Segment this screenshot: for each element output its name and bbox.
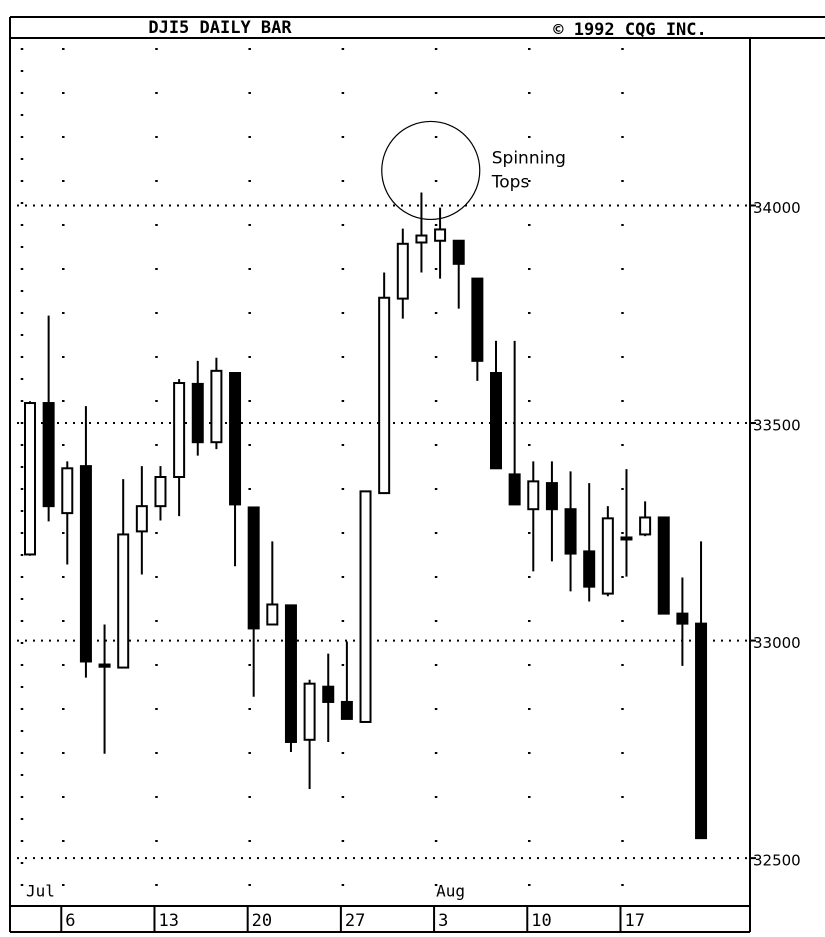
x-tick-label: 13	[158, 911, 178, 931]
candle-body	[173, 382, 186, 479]
candle-body	[545, 482, 558, 511]
candle-body	[229, 372, 242, 506]
chart-title: DJI5 DAILY BAR	[148, 18, 292, 38]
candle-body	[378, 296, 391, 495]
candle-body	[340, 700, 353, 720]
candle-body	[266, 603, 279, 626]
month-label: Jul	[26, 882, 55, 901]
candle-body	[61, 467, 74, 515]
candle-body	[676, 612, 689, 625]
candle-body	[98, 663, 111, 668]
candle-body	[564, 508, 577, 555]
candle-body	[620, 536, 633, 541]
candle-body	[527, 480, 540, 511]
y-tick-label: 34000	[753, 199, 801, 217]
annotation: Spinning	[492, 148, 566, 168]
candle-body	[452, 239, 465, 265]
candle-body	[117, 533, 130, 669]
candle-body	[135, 505, 148, 533]
candle-body	[639, 516, 652, 536]
candle-body	[303, 682, 316, 741]
candle-body	[508, 473, 521, 506]
x-tick-label: 17	[624, 911, 644, 931]
x-tick-label: 20	[252, 911, 272, 931]
candle-body	[247, 506, 260, 630]
candle-body	[695, 622, 708, 840]
candle-body	[322, 685, 335, 703]
candle-body	[434, 228, 447, 242]
candle-body	[24, 402, 36, 556]
x-tick-label: 27	[345, 911, 365, 931]
candle-body	[583, 550, 596, 588]
candle-body	[79, 465, 92, 663]
candle-body	[657, 516, 670, 615]
candle-body	[154, 476, 167, 508]
y-tick-label: 33500	[753, 417, 801, 435]
candle-body	[415, 234, 428, 244]
x-tick-label: 6	[65, 911, 75, 931]
copyright: © 1992 CQG INC.	[553, 20, 707, 40]
annotation: Tops	[491, 172, 530, 192]
y-tick-label: 33000	[753, 634, 801, 652]
candle-body	[471, 277, 484, 362]
candle-body	[210, 369, 223, 444]
candle-body	[396, 242, 409, 300]
annotation-circle	[381, 120, 481, 221]
candle-body	[284, 604, 297, 743]
month-label: Aug	[436, 882, 465, 901]
candle-body	[601, 517, 614, 595]
candle-body	[490, 372, 502, 470]
y-tick-label: 32500	[753, 852, 801, 870]
candle-body	[191, 382, 204, 444]
candle-body	[42, 402, 55, 508]
candle-body	[359, 490, 372, 723]
x-tick-label: 10	[531, 911, 551, 931]
x-tick-label: 3	[438, 911, 448, 931]
